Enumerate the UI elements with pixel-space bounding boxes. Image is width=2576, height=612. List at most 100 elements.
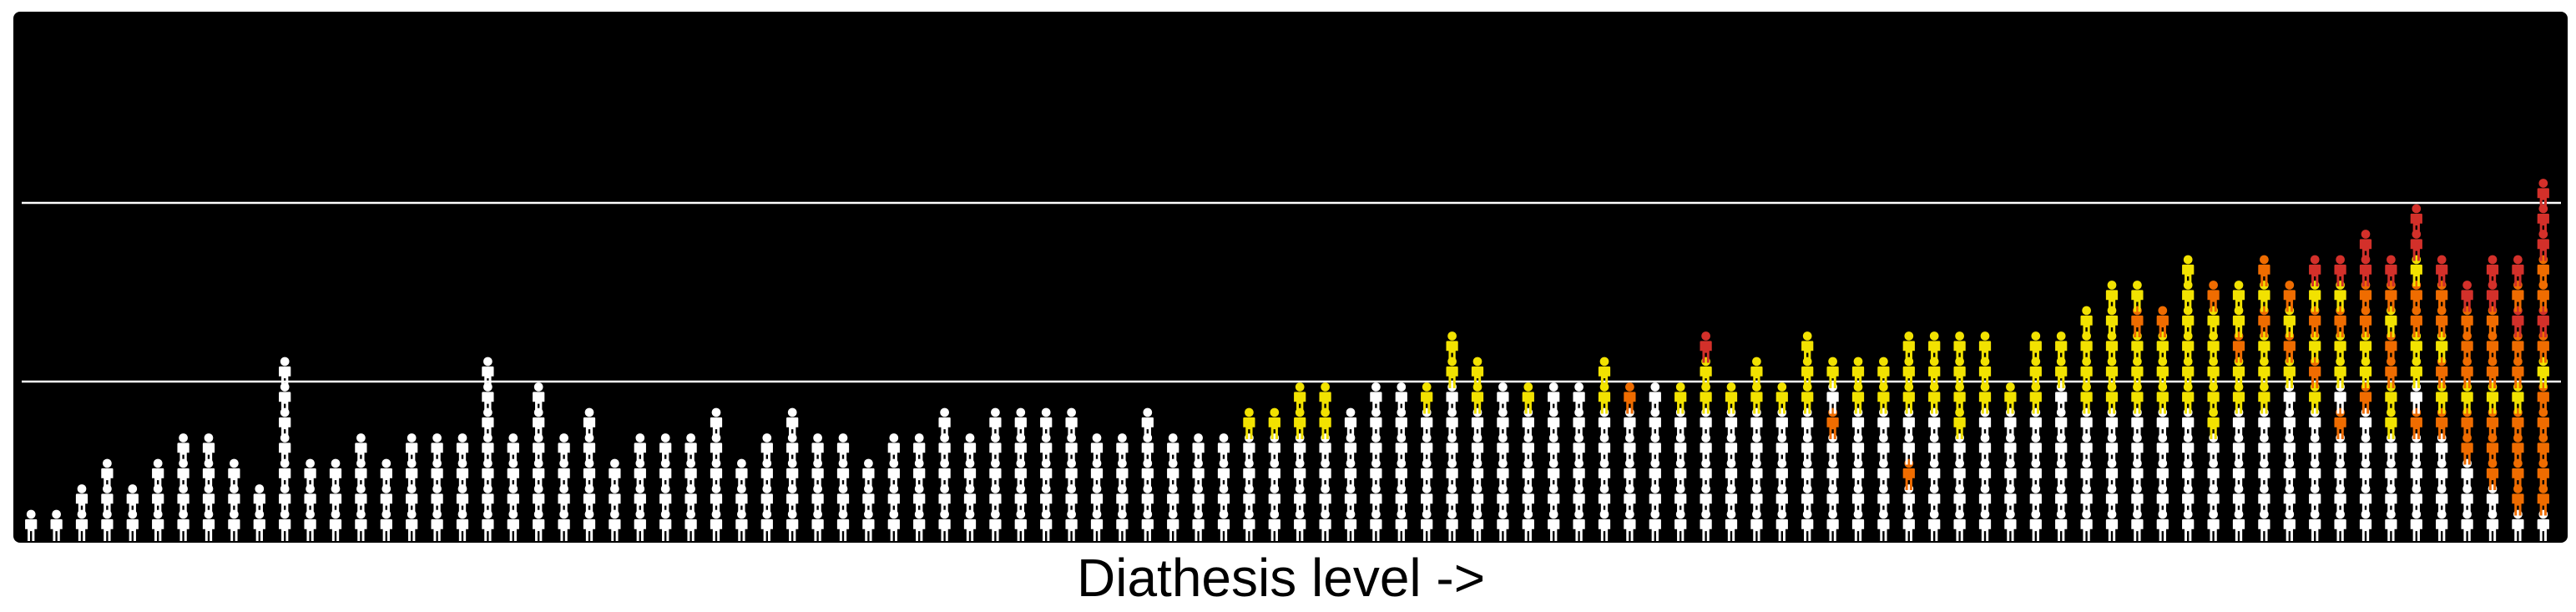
person-icon-unaffected xyxy=(1116,509,1129,541)
person-icon-unaffected xyxy=(101,509,114,541)
person-icon-unaffected xyxy=(1624,509,1636,541)
person-icon-unaffected xyxy=(583,509,596,541)
person-icon-unaffected xyxy=(2512,509,2524,541)
person-icon-unaffected xyxy=(558,509,570,541)
person-icon-unaffected xyxy=(1928,509,1941,541)
person-icon-unaffected xyxy=(279,509,291,541)
x-axis-label: Diathesis level -> xyxy=(1077,548,1486,608)
person-icon-unaffected xyxy=(2232,509,2245,541)
person-icon-unaffected xyxy=(2055,509,2068,541)
person-icon-unaffected xyxy=(1953,509,1966,541)
person-icon-unaffected xyxy=(1141,509,1154,541)
person-icon-unaffected xyxy=(2029,509,2042,541)
person-icon-unaffected xyxy=(2385,509,2397,541)
person-icon-unaffected xyxy=(2080,509,2093,541)
person-icon-unaffected xyxy=(2359,509,2372,541)
person-icon-unaffected xyxy=(1978,509,1992,541)
person-icon-unaffected xyxy=(1725,509,1738,541)
person-icon-unaffected xyxy=(1344,509,1357,541)
person-icon-unaffected xyxy=(1192,509,1205,541)
person-icon-unaffected xyxy=(786,509,799,541)
person-icons-group xyxy=(25,179,2549,541)
person-icon-unaffected xyxy=(1801,509,1814,541)
person-icon-unaffected xyxy=(659,509,672,541)
person-icon-unaffected xyxy=(482,509,494,541)
person-icon-unaffected xyxy=(1090,509,1104,541)
person-icon-unaffected xyxy=(1243,509,1255,541)
person-icon-unaffected xyxy=(380,509,392,541)
person-icon-unaffected xyxy=(989,509,1002,541)
person-icon-unaffected xyxy=(609,509,621,541)
person-icon-unaffected xyxy=(202,509,215,541)
person-icon-unaffected xyxy=(1446,509,1458,541)
person-icon-unaffected xyxy=(2156,509,2169,541)
person-icon-unaffected xyxy=(329,509,342,541)
person-icon-unaffected xyxy=(938,509,951,541)
person-icon-unaffected xyxy=(2131,509,2144,541)
person-icon-unaffected xyxy=(304,509,316,541)
person-icon-unaffected xyxy=(126,509,139,541)
person-icon-unaffected xyxy=(2182,509,2195,541)
person-icon-unaffected xyxy=(1319,509,1331,541)
person-icon-unaffected xyxy=(1598,509,1611,541)
person-icon-unaffected xyxy=(228,509,240,541)
person-icon-unaffected xyxy=(862,509,875,541)
person-icon-unaffected xyxy=(1040,509,1053,541)
person-icon-unaffected xyxy=(710,509,723,541)
person-icon-unaffected xyxy=(50,509,63,541)
person-icon-unaffected xyxy=(1522,509,1534,541)
person-icon-unaffected xyxy=(2004,509,2017,541)
person-icon-unaffected xyxy=(2436,509,2448,541)
person-icon-unaffected xyxy=(253,509,265,541)
person-icon-unaffected xyxy=(75,509,88,541)
person-icon-unaffected xyxy=(25,509,38,541)
person-icon-unaffected xyxy=(1649,509,1661,541)
person-icon-unaffected xyxy=(406,509,418,541)
person-icon-unaffected xyxy=(2283,509,2296,541)
person-icon-unaffected xyxy=(2207,509,2220,541)
person-icon-unaffected xyxy=(913,509,926,541)
diathesis-diagram-panel xyxy=(13,12,2568,543)
person-icon-unaffected xyxy=(760,509,773,541)
person-icon-unaffected xyxy=(1851,509,1865,541)
person-icon-unaffected xyxy=(735,509,748,541)
person-icon-unaffected xyxy=(456,509,469,541)
person-icon-unaffected xyxy=(152,509,164,541)
person-icon-unaffected xyxy=(1750,509,1763,541)
person-icon-unaffected xyxy=(2486,509,2499,541)
person-icon-unaffected xyxy=(1167,509,1179,541)
person-icon-unaffected xyxy=(963,509,977,541)
person-icon-unaffected xyxy=(2410,509,2422,541)
person-icon-unaffected xyxy=(2461,509,2473,541)
diathesis-population-diagram xyxy=(22,179,2561,541)
person-icon-unaffected xyxy=(1014,509,1027,541)
person-icon-unaffected xyxy=(811,509,824,541)
person-icon-unaffected xyxy=(1065,509,1078,541)
person-icon-unaffected xyxy=(1370,509,1382,541)
person-icon-unaffected xyxy=(507,509,519,541)
person-icon-unaffected xyxy=(634,509,646,541)
person-icon-unaffected xyxy=(2309,509,2321,541)
person-icon-unaffected xyxy=(1217,509,1230,541)
person-icon-unaffected xyxy=(1294,509,1306,541)
person-icon-unaffected xyxy=(2334,509,2346,541)
person-icon-unaffected xyxy=(2105,509,2119,541)
person-icon-unaffected xyxy=(431,509,443,541)
person-icon-unaffected xyxy=(1826,509,1839,541)
person-icon-unaffected xyxy=(355,509,367,541)
person-icon-unaffected xyxy=(684,509,697,541)
person-icon-unaffected xyxy=(1268,509,1280,541)
person-icon-unaffected xyxy=(1548,509,1560,541)
person-icon-unaffected xyxy=(1902,509,1915,541)
person-icon-unaffected xyxy=(1700,509,1712,541)
person-icon-unaffected xyxy=(2537,509,2549,541)
person-icon-unaffected xyxy=(2258,509,2270,541)
person-icon-unaffected xyxy=(533,509,545,541)
person-icon-unaffected xyxy=(1497,509,1509,541)
person-icon-unaffected xyxy=(1877,509,1890,541)
person-icon-unaffected xyxy=(836,509,850,541)
person-icon-unaffected xyxy=(887,509,900,541)
person-icon-unaffected xyxy=(1471,509,1484,541)
person-icon-unaffected xyxy=(1395,509,1407,541)
person-icon-unaffected xyxy=(1573,509,1585,541)
